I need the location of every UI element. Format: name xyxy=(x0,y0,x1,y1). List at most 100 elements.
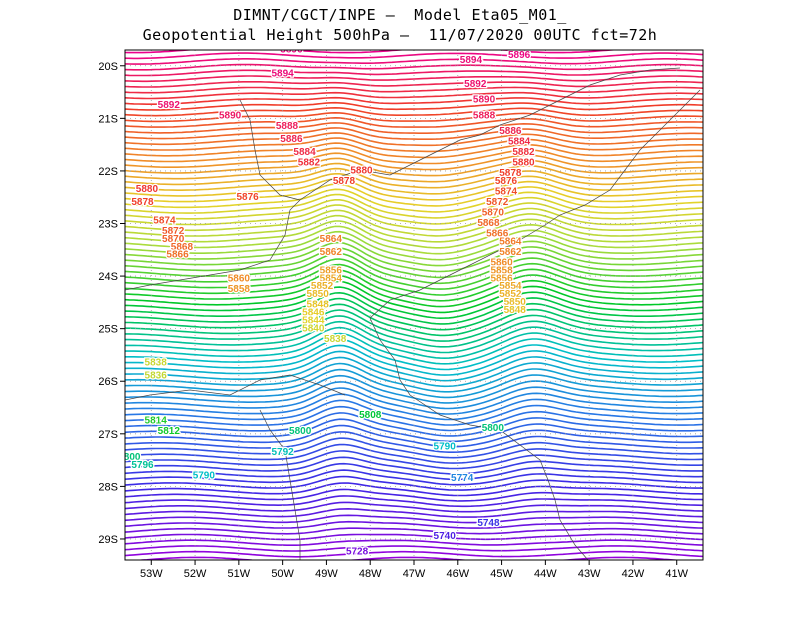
contour-label: 5870 xyxy=(162,234,185,245)
contour-line-5848 xyxy=(125,178,703,201)
contour-line-5794 xyxy=(125,326,703,360)
contour-line-5736 xyxy=(125,507,703,518)
contour-line-5724 xyxy=(125,545,703,552)
contour-label: 5892 xyxy=(158,100,181,111)
contour-label: 5882 xyxy=(298,158,321,169)
contour-label: 5796 xyxy=(131,460,154,471)
contour-line-5826 xyxy=(125,236,703,267)
contour-label: 5800 xyxy=(118,452,141,463)
contour-line-5824 xyxy=(125,241,703,273)
contour-label: 5800 xyxy=(289,426,312,437)
x-tick-label: 49W xyxy=(315,568,338,580)
contour-label: 5748 xyxy=(477,518,500,529)
x-axis: 53W 52W 51W 50W 49W 48W 47W 46W 45W 44W 43W 42W 41W xyxy=(140,560,689,580)
contour-line-5896 xyxy=(125,52,703,60)
contour-label: 5888 xyxy=(473,110,496,121)
y-tick-label: 26S xyxy=(98,376,118,388)
contour-line-5868 xyxy=(125,127,703,140)
contour-line-5834 xyxy=(125,214,703,243)
contour-line-5792 xyxy=(125,332,703,365)
y-tick-label: 29S xyxy=(98,534,118,546)
contour-label: 5886 xyxy=(280,134,303,145)
contour-line-5838 xyxy=(125,204,703,231)
grid-lines xyxy=(125,50,703,560)
contour-line-5878 xyxy=(125,101,703,111)
y-tick-label: 22S xyxy=(98,166,118,178)
contour-label: 5740 xyxy=(434,531,457,542)
contour-label: 5882 xyxy=(512,147,535,158)
contour-line-5842 xyxy=(125,193,703,219)
contour-labels: 5896 5896 5894 5894 5892 5892 5890 5890 5888 5888… xyxy=(118,50,536,559)
contour-line-5764 xyxy=(125,418,703,443)
contour-line-5886 xyxy=(125,81,703,88)
y-tick-label: 27S xyxy=(98,429,118,441)
contour-label: 5800 xyxy=(482,423,505,434)
contour-line-5784 xyxy=(125,356,703,388)
contour-line-5822 xyxy=(125,247,703,279)
contour-line-5894 xyxy=(125,58,703,65)
contour-label: 5862 xyxy=(320,247,343,258)
contour-line-5840 xyxy=(125,199,703,225)
x-tick-label: 44W xyxy=(534,568,557,580)
contour-label: 5896 xyxy=(508,50,531,61)
x-tick-label: 43W xyxy=(578,568,601,580)
contour-label: 5874 xyxy=(153,216,176,227)
border-path-4 xyxy=(239,99,301,201)
contour-label: 5890 xyxy=(219,110,242,121)
x-tick-label: 47W xyxy=(403,568,426,580)
contour-label: 5846 xyxy=(302,308,325,319)
contour-label: 5878 xyxy=(333,176,356,187)
contour-line-5836 xyxy=(125,209,703,237)
x-tick-label: 42W xyxy=(622,568,645,580)
contour-label: 5728 xyxy=(346,547,369,558)
contour-label: 5872 xyxy=(486,197,509,208)
contour-line-5846 xyxy=(125,183,703,207)
contour-label: 5852 xyxy=(499,289,522,300)
contour-label: 5792 xyxy=(272,447,295,458)
contour-label: 5774 xyxy=(451,473,474,484)
contour-label: 5858 xyxy=(228,284,251,295)
contour-label: 5868 xyxy=(477,218,500,229)
contour-line-5740 xyxy=(125,495,703,508)
y-axis: 20S 21S 22S 23S 24S 25S 26S 27S 28S 29S xyxy=(98,61,125,546)
x-tick-label: 41W xyxy=(665,568,688,580)
contour-label: 5866 xyxy=(166,250,189,261)
contour-line-5850 xyxy=(125,173,703,195)
contour-line-5808 xyxy=(125,286,703,320)
x-tick-label: 46W xyxy=(446,568,469,580)
contour-line-5890 xyxy=(125,69,703,77)
contour-label: 5838 xyxy=(324,334,347,345)
contour-label: 5808 xyxy=(359,410,382,421)
x-tick-label: 50W xyxy=(271,568,294,580)
contour-label: 5870 xyxy=(482,208,505,219)
contour-line-5732 xyxy=(125,520,703,529)
x-tick-label: 52W xyxy=(184,568,207,580)
contour-line-5790 xyxy=(125,338,703,371)
contour-label: 5864 xyxy=(499,237,522,248)
contour-label: 5856 xyxy=(490,273,513,284)
contour-line-5772 xyxy=(125,393,703,421)
border-path-3 xyxy=(259,409,301,560)
contour-label: 5852 xyxy=(311,281,334,292)
contour-line-5752 xyxy=(125,456,703,475)
x-tick-label: 51W xyxy=(228,568,251,580)
y-tick-label: 28S xyxy=(98,481,118,493)
x-tick-label: 45W xyxy=(490,568,513,580)
contour-label: 5862 xyxy=(499,247,522,258)
contour-line-5780 xyxy=(125,368,703,399)
contour-label: 5814 xyxy=(145,415,168,426)
contour-line-5774 xyxy=(125,387,703,415)
contour-line-5802 xyxy=(125,303,703,337)
contour-line-5720 xyxy=(133,556,685,560)
contour-label: 5790 xyxy=(193,471,216,482)
y-tick-label: 23S xyxy=(98,219,118,231)
contour-line-5800 xyxy=(125,309,703,342)
contour-line-5852 xyxy=(125,167,703,189)
contour-line-5872 xyxy=(125,116,703,128)
contour-label: 5880 xyxy=(350,166,373,177)
contour-line-5874 xyxy=(125,111,703,123)
border-path xyxy=(125,67,681,291)
x-tick-label: 48W xyxy=(359,568,382,580)
contour-label: 5854 xyxy=(320,273,343,284)
